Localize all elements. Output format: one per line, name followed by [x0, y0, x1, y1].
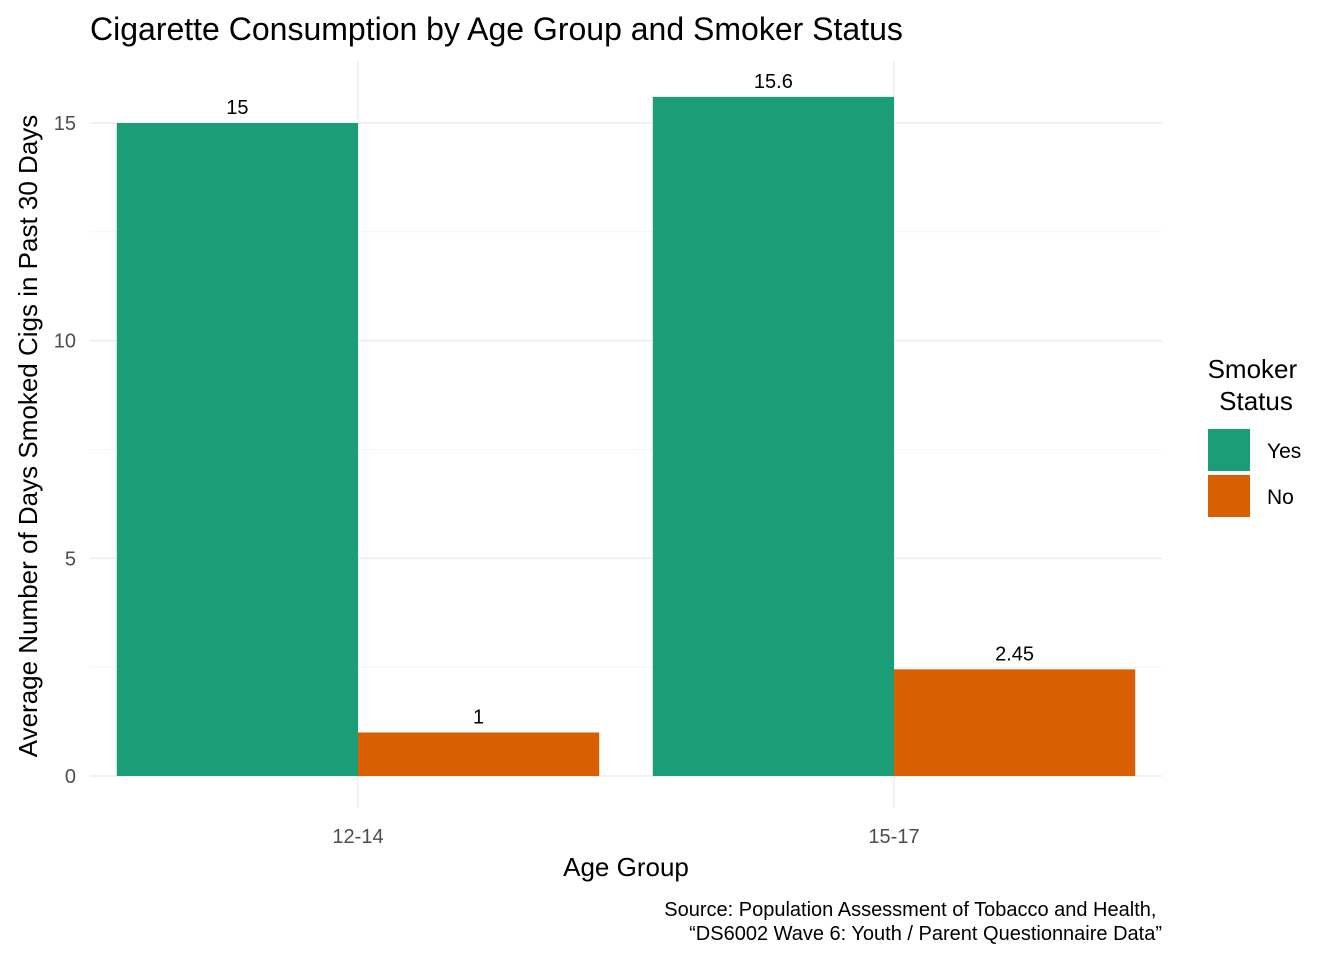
bar-yes-12-14 [116, 123, 358, 776]
source-caption-line-1: Source: Population Assessment of Tobacco… [664, 899, 1156, 921]
x-tick-label: 15-17 [868, 826, 919, 848]
bar-no-12-14 [358, 732, 600, 776]
y-tick-label: 0 [65, 766, 76, 788]
legend-label-yes: Yes [1267, 440, 1301, 463]
legend-title: Smoker Status [1208, 354, 1305, 416]
legend-title-line-1: Smoker [1208, 354, 1298, 384]
legend-label-no: No [1267, 486, 1294, 509]
legend-items: Yes No [1208, 429, 1301, 517]
y-axis-ticks: 0 5 10 15 [54, 113, 76, 788]
data-label-no-15-17: 2.45 [995, 643, 1034, 665]
y-tick-label: 5 [65, 548, 76, 570]
data-label-yes-15-17: 15.6 [754, 71, 793, 93]
y-tick-label: 15 [54, 113, 76, 135]
x-tick-label: 12-14 [332, 826, 383, 848]
bars [116, 96, 1136, 776]
source-caption: Source: Population Assessment of Tobacco… [664, 899, 1162, 945]
bar-no-15-17 [894, 669, 1136, 776]
y-axis-title: Average Number of Days Smoked Cigs in Pa… [13, 115, 43, 758]
data-label-yes-12-14: 15 [226, 97, 248, 119]
legend-key-yes [1208, 429, 1250, 471]
legend-key-no [1208, 475, 1250, 517]
x-axis-ticks: 12-14 15-17 [332, 826, 919, 848]
legend-title-line-2: Status [1219, 386, 1293, 416]
chart-title: Cigarette Consumption by Age Group and S… [90, 11, 903, 47]
x-axis-title: Age Group [563, 852, 689, 882]
bar-yes-15-17 [652, 96, 894, 776]
data-label-no-12-14: 1 [473, 706, 484, 728]
source-caption-line-2: “DS6002 Wave 6: Youth / Parent Questionn… [689, 923, 1162, 945]
legend: Smoker Status Yes No [1208, 354, 1305, 517]
y-tick-label: 10 [54, 331, 76, 353]
data-labels: 15 1 15.6 2.45 [226, 71, 1034, 729]
